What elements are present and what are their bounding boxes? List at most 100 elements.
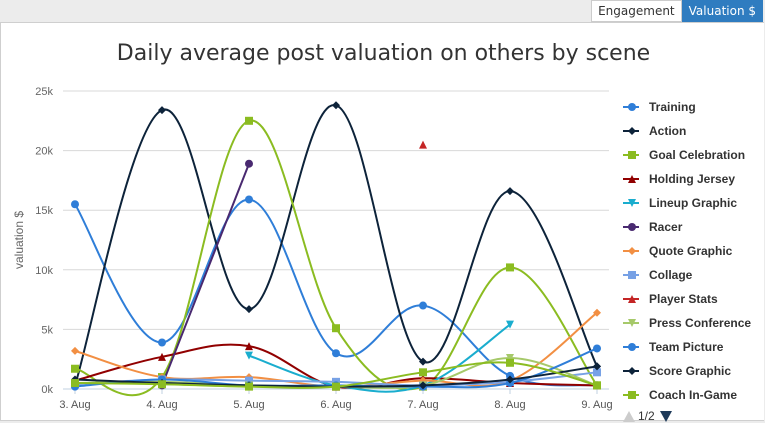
data-point [71, 346, 79, 355]
data-point [506, 358, 514, 367]
data-point [419, 357, 427, 366]
legend-symbol-icon [623, 343, 639, 351]
data-point [593, 362, 601, 371]
legend-item[interactable]: Collage [623, 263, 751, 287]
legend-item[interactable]: Press Conference [623, 311, 751, 335]
legend-label: Goal Celebration [649, 148, 746, 162]
data-point [593, 368, 601, 377]
x-tick-label: 8. Aug [494, 399, 525, 411]
x-tick-label: 9. Aug [581, 399, 612, 411]
legend-label: Coach In-Game [649, 388, 738, 402]
legend-prev-page-icon[interactable] [623, 410, 635, 422]
data-point [628, 319, 636, 327]
data-point [628, 343, 636, 351]
view-tabs: Engagement Valuation $ [591, 0, 763, 22]
series-line [248, 323, 511, 393]
data-point [332, 324, 340, 333]
data-point [628, 103, 636, 111]
legend-symbol-icon [623, 103, 639, 111]
data-point [245, 351, 253, 360]
series-racer [158, 159, 601, 390]
data-point [332, 101, 340, 110]
legend-symbol-icon [623, 175, 639, 183]
data-point [71, 379, 79, 388]
data-point [628, 223, 636, 231]
data-point [593, 381, 601, 390]
legend-symbol-icon [623, 271, 639, 279]
data-point [506, 187, 514, 196]
legend-item[interactable]: Training [623, 95, 751, 119]
legend-symbol-icon [623, 295, 639, 303]
legend-label: Holding Jersey [649, 172, 736, 186]
legend-symbol-icon [623, 151, 639, 159]
x-tick-label: 4. Aug [146, 399, 177, 411]
y-tick-label: 15k [35, 205, 53, 217]
legend-label: Training [649, 100, 696, 114]
data-point [506, 375, 514, 384]
data-point [419, 381, 427, 390]
series-coach-in-game [71, 358, 601, 391]
legend-item[interactable]: Score Graphic [623, 359, 751, 383]
data-point [245, 159, 253, 168]
data-point [628, 391, 636, 399]
legend-label: Score Graphic [649, 364, 732, 378]
legend-label: Lineup Graphic [649, 196, 738, 210]
x-tick-label: 7. Aug [407, 399, 438, 411]
line-chart: 0k 5k 10k 15k 20k 25k valuation $ 3. Aug 4. Aug 5… [12, 86, 613, 411]
legend-symbol-icon [623, 319, 639, 327]
y-tick-label: 25k [35, 86, 53, 98]
legend-label: Action [649, 124, 687, 138]
data-point [506, 320, 514, 329]
legend-item[interactable]: Coach In-Game [623, 383, 751, 407]
data-point [628, 247, 636, 255]
data-point [245, 342, 253, 351]
legend-item[interactable]: Lineup Graphic [623, 191, 751, 215]
legend-next-page-icon[interactable] [659, 410, 672, 422]
legend-item[interactable]: Goal Celebration [623, 143, 751, 167]
data-point [593, 344, 601, 353]
y-tick-label: 0k [41, 384, 53, 396]
data-point [71, 364, 79, 373]
x-tick-label: 6. Aug [320, 399, 351, 411]
data-point [245, 382, 253, 391]
legend-item[interactable]: Player Stats [623, 287, 751, 311]
data-point [628, 199, 636, 207]
data-point [506, 263, 514, 272]
legend-symbol-icon [623, 391, 639, 399]
legend-pager: 1/2 [623, 409, 751, 423]
legend-item[interactable]: Racer [623, 215, 751, 239]
data-point [158, 352, 166, 361]
legend-item[interactable]: Quote Graphic [623, 239, 751, 263]
tab-engagement[interactable]: Engagement [591, 0, 682, 22]
legend-symbol-icon [623, 367, 639, 375]
data-point [245, 116, 253, 125]
series-line [74, 104, 598, 386]
data-point [158, 380, 166, 389]
y-tick-label: 5k [41, 324, 53, 336]
legend-symbol-icon [623, 127, 639, 135]
data-point [245, 376, 253, 385]
legend-label: Collage [649, 268, 693, 282]
legend-label: Press Conference [649, 316, 752, 330]
legend-item[interactable]: Action [623, 119, 751, 143]
data-point [628, 127, 636, 135]
data-point [158, 338, 166, 347]
tab-valuation[interactable]: Valuation $ [681, 0, 763, 22]
data-point [628, 151, 636, 159]
legend-symbol-icon [623, 223, 639, 231]
legend-label: Team Picture [649, 340, 724, 354]
data-point [245, 305, 253, 314]
data-point [628, 295, 636, 303]
data-point [419, 301, 427, 310]
legend-symbol-icon [623, 247, 639, 255]
data-point [332, 349, 340, 358]
legend-label: Racer [649, 220, 683, 234]
data-point [245, 195, 253, 204]
legend-label: Player Stats [649, 292, 718, 306]
data-point [158, 106, 166, 115]
data-point [419, 140, 427, 149]
data-point [593, 308, 601, 317]
legend-item[interactable]: Holding Jersey [623, 167, 751, 191]
legend-item[interactable]: Team Picture [623, 335, 751, 359]
series-line [161, 163, 250, 386]
